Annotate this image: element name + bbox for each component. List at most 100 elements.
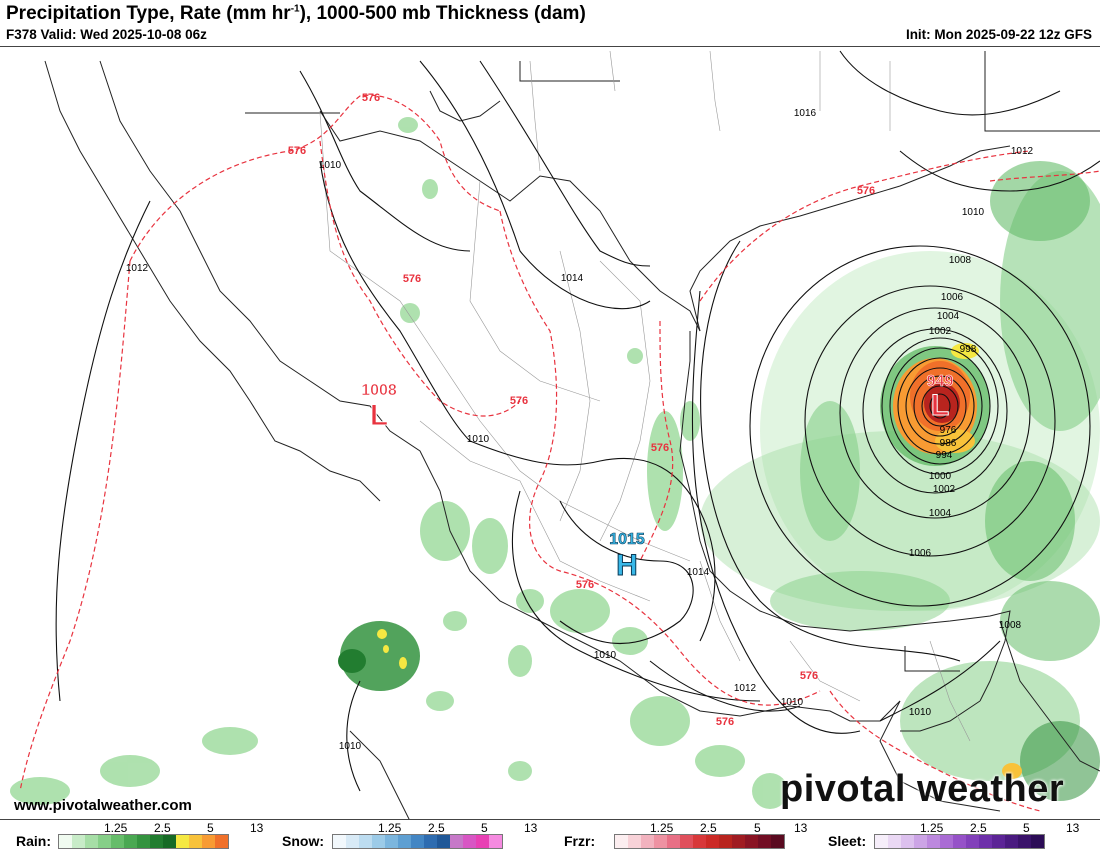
isobar-label: 1004 [937,311,960,322]
legend-label: Frzr: [564,833,596,849]
low-pressure-symbol: L [370,399,388,432]
isobar-layer [55,50,1100,792]
header: Precipitation Type, Rate (mm hr-1), 1000… [0,0,1100,46]
high-pressure-value: 1015 [609,531,645,548]
thickness-label: 576 [857,185,875,197]
isobar-label: 994 [936,450,953,461]
isobar-label: 1014 [687,567,710,578]
legend-swatch [940,835,953,848]
low-pressure-symbol: L [931,389,949,422]
legend-swatch [333,835,346,848]
legend-swatch [719,835,732,848]
legend-tick: 2.5 [428,821,445,835]
legend-label: Sleet: [828,833,867,849]
legend-swatch [979,835,992,848]
legend-color-bar [614,834,785,849]
thickness-label: 576 [576,579,594,591]
isobar-label: 1012 [1011,146,1034,157]
legend-tick: 2.5 [700,821,717,835]
legend-swatch [771,835,784,848]
isobar-label: 1000 [929,471,952,482]
legend-color-bar [332,834,503,849]
legend-swatch [888,835,901,848]
legend-swatch [1018,835,1031,848]
isobar-label: 1008 [999,620,1022,631]
legend-swatch [150,835,163,848]
legend-swatch [680,835,693,848]
legend-swatch [758,835,771,848]
isobar-label: 1004 [929,508,952,519]
thickness-label: 576 [510,395,528,407]
legend-swatch [72,835,85,848]
legend-swatch [385,835,398,848]
thickness-labels: 576 576 576 576 576 576 576 576 576 [288,92,875,728]
legend-tick: 1.25 [920,821,944,835]
thickness-label: 576 [800,670,818,682]
legend-swatch [875,835,888,848]
legend-color-bar [874,834,1045,849]
website-link[interactable]: www.pivotalweather.com [14,797,192,814]
legend-label: Rain: [16,833,51,849]
isobar-label: 1010 [781,697,804,708]
legend-swatch [176,835,189,848]
legend-swatch [901,835,914,848]
legend-label: Snow: [282,833,324,849]
legend-swatch [654,835,667,848]
legend-swatch [641,835,654,848]
legend-tick: 5 [754,821,761,835]
legend-tick: 1.25 [378,821,402,835]
isobar-label: 1010 [467,434,490,445]
low-pressure-value: 1008 [361,382,397,399]
legend-swatch [98,835,111,848]
legend-swatch [628,835,641,848]
isobar-label: 1006 [941,292,964,303]
pressure-center-high: 1015 H [609,531,645,583]
legend-swatch [163,835,176,848]
weather-map[interactable]: 1016 1012 1010 1012 1014 1010 1010 1010 1008 1006… [0,46,1100,820]
legend-swatch [372,835,385,848]
legend-swatch [450,835,463,848]
isobar-label: 1008 [949,255,972,266]
isobar-label: 998 [960,344,977,355]
isobar-label: 1002 [933,484,956,495]
legend-swatch [914,835,927,848]
legend-swatch [124,835,137,848]
legend-bar: Rain: 1.25 2.5 5 13 Snow: 1.25 2.5 5 13 … [0,820,1100,850]
legend-swatch [615,835,628,848]
isobar-label: 1006 [909,548,932,559]
thickness-label: 576 [362,92,380,104]
legend-swatch [411,835,424,848]
legend-swatch [137,835,150,848]
pressure-center-low-hurricane: 949 L [926,373,954,423]
legend-tick: 5 [481,821,488,835]
legend-swatch [398,835,411,848]
legend-swatch [992,835,1005,848]
map-canvas: 1016 1012 1010 1012 1014 1010 1010 1010 1008 1006… [10,50,1100,819]
legend-tick: 13 [1066,821,1080,835]
legend-swatch [215,835,228,848]
init-time: Init: Mon 2025-09-22 12z GFS [905,27,1092,42]
thickness-label: 576 [716,716,734,728]
legend-swatch [953,835,966,848]
legend-swatch [745,835,758,848]
legend-swatch [489,835,502,848]
legend-swatch [346,835,359,848]
isobar-label: 976 [940,425,957,436]
legend-tick: 5 [1023,821,1030,835]
legend-swatch [1031,835,1044,848]
thickness-label: 576 [403,273,421,285]
legend-tick: 2.5 [154,821,171,835]
legend-swatch [359,835,372,848]
pressure-center-low-west: 1008 L [361,382,397,433]
map-title: Precipitation Type, Rate (mm hr-1), 1000… [6,3,586,24]
legend-swatch [667,835,680,848]
legend-tick: 13 [524,821,538,835]
legend-swatch [189,835,202,848]
thickness-layer [19,94,1100,812]
low-pressure-value: 949 [927,373,954,390]
legend-tick: 2.5 [970,821,987,835]
isobar-label: 1010 [339,741,362,752]
legend-swatch [424,835,437,848]
isobar-label: 1012 [126,263,149,274]
isobar-label: 1012 [734,683,757,694]
